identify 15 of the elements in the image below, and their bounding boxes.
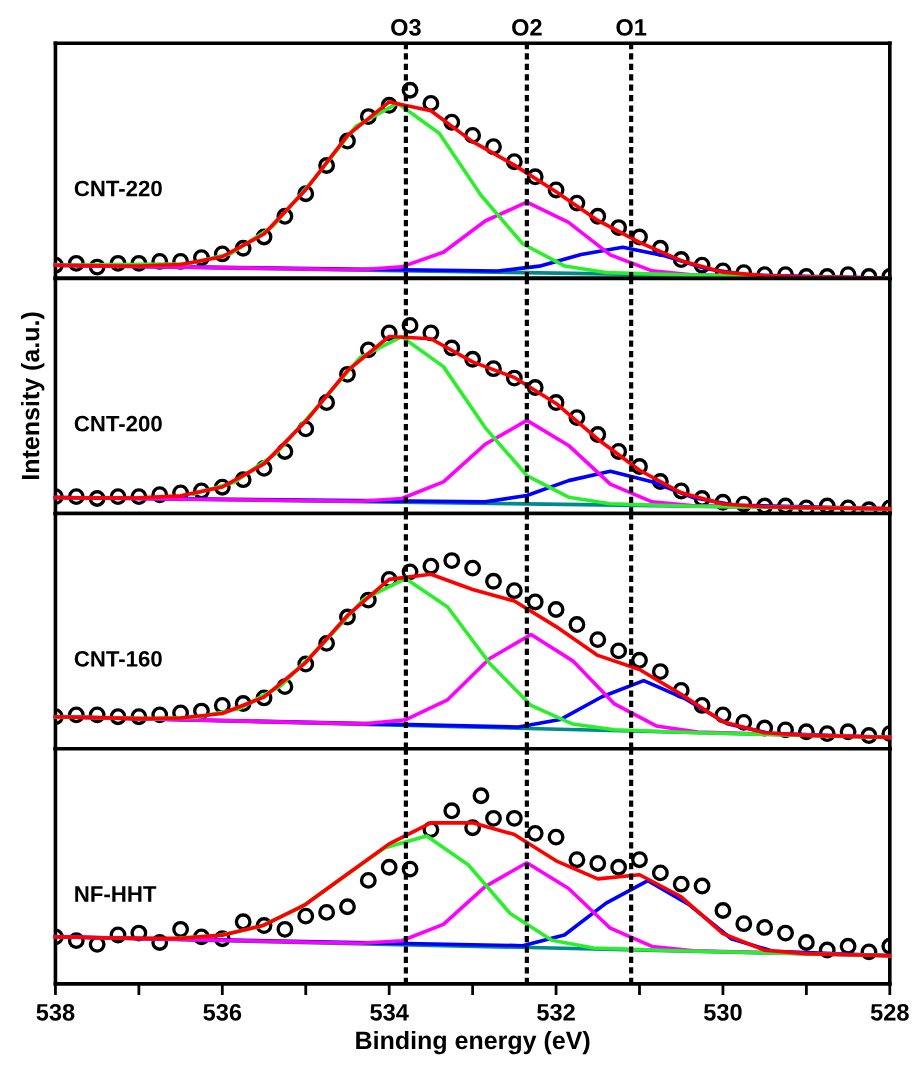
annotation: CNT-220 <box>74 180 162 197</box>
x-tick-label: 532 <box>537 1003 575 1021</box>
x-tick-label: 534 <box>370 1003 409 1021</box>
ref-line-label: O1 <box>616 18 647 36</box>
y-axis-title: Intensity (a.u.) <box>21 312 45 479</box>
annotation: CNT-160 <box>74 650 162 667</box>
x-tick-label: 528 <box>870 1003 909 1021</box>
annotation: NF-HHT <box>75 886 157 902</box>
x-tick-label: 536 <box>203 1003 242 1021</box>
x-tick-label: 538 <box>36 1003 75 1021</box>
x-axis-title: Binding energy (eV) <box>356 1030 590 1055</box>
ref-line-label: O2 <box>512 18 542 36</box>
x-tick-label: 530 <box>703 1003 742 1021</box>
annotation: CNT-200 <box>74 415 162 432</box>
ref-line-label: O3 <box>391 18 421 36</box>
